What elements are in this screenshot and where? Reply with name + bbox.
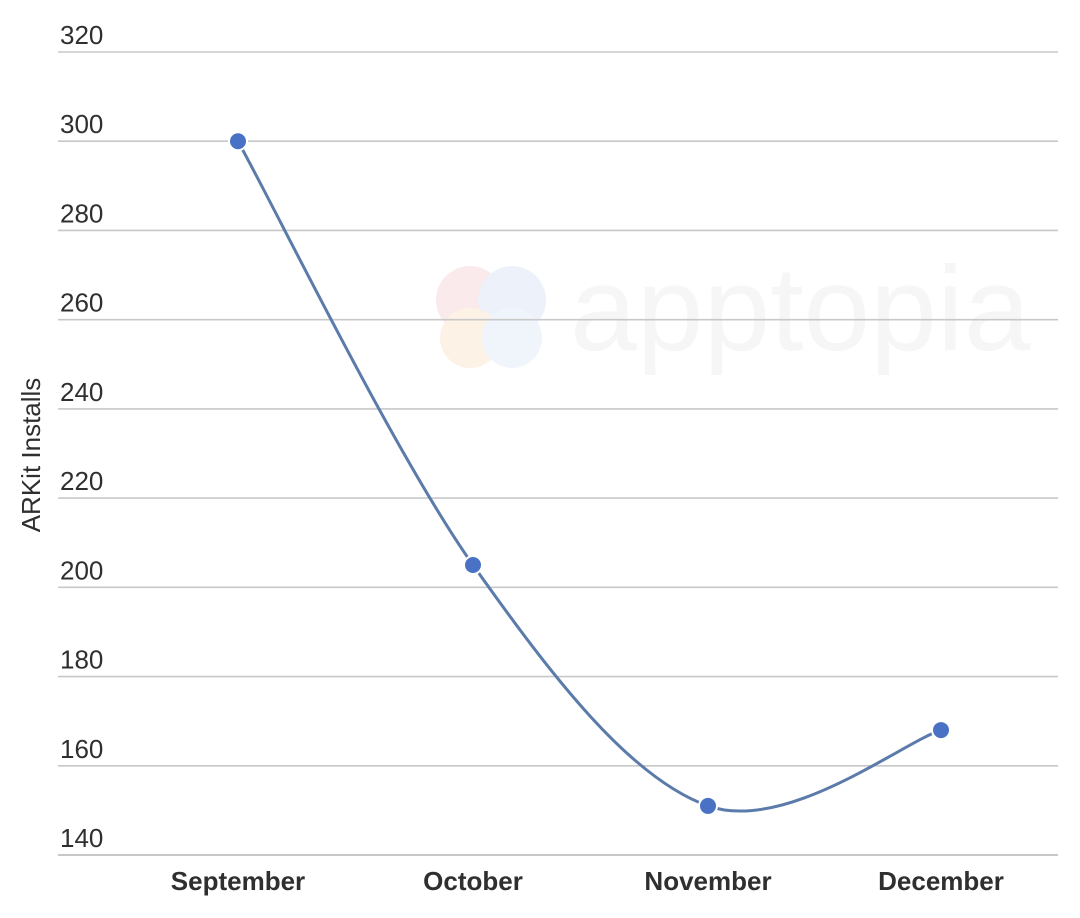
grid-lines: [58, 51, 1058, 856]
y-tick-label: 160: [60, 734, 103, 764]
y-axis-ticks: 140 160 180 200 220 240 260 280 300 320: [60, 20, 103, 853]
y-tick-label: 300: [60, 109, 103, 139]
y-tick-label: 180: [60, 645, 103, 675]
x-tick-label: September: [171, 866, 305, 896]
y-tick-label: 280: [60, 198, 103, 228]
y-tick-label: 260: [60, 288, 103, 318]
series-line: [236, 140, 942, 813]
data-point: [228, 131, 248, 152]
watermark: apptopia: [436, 242, 1031, 376]
data-point: [698, 795, 718, 816]
y-tick-label: 200: [60, 555, 103, 585]
apptopia-logo-icon: [436, 266, 546, 368]
plot-area: [228, 131, 951, 816]
data-point: [463, 555, 483, 576]
x-tick-label: December: [878, 866, 1004, 896]
y-tick-label: 320: [60, 20, 103, 50]
y-tick-label: 140: [60, 823, 103, 853]
x-axis-labels: September October November December: [171, 866, 1004, 896]
y-axis-title: ARKit Installs: [16, 378, 46, 533]
x-tick-label: November: [644, 866, 771, 896]
y-tick-label: 220: [60, 466, 103, 496]
data-point: [931, 720, 951, 741]
watermark-text: apptopia: [570, 242, 1031, 376]
x-tick-label: October: [423, 866, 523, 896]
y-tick-label: 240: [60, 377, 103, 407]
